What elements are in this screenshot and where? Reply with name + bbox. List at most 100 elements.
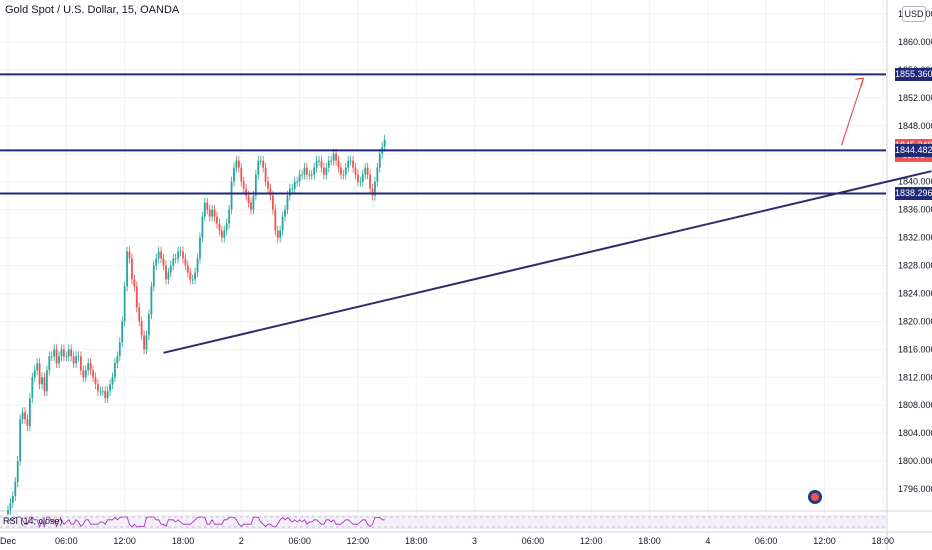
candle-body <box>383 139 386 147</box>
candle-body <box>225 223 228 231</box>
candle-body <box>77 356 80 358</box>
candle-body <box>366 167 369 175</box>
candle-body <box>245 188 248 196</box>
candle-body <box>274 209 277 231</box>
candle-body <box>223 230 226 238</box>
candle-body <box>145 335 148 350</box>
time-tick-label: 18:00 <box>638 536 661 546</box>
price-axis-label: 1855.360 <box>895 67 932 81</box>
candle-body <box>208 209 211 217</box>
candle-body <box>58 356 60 364</box>
candle-body <box>48 356 51 371</box>
candle-body <box>67 349 70 357</box>
candle-body <box>298 174 301 182</box>
candle-body <box>97 384 99 392</box>
candle-body <box>216 216 218 224</box>
candle-body <box>174 258 177 260</box>
candle-body <box>123 286 126 322</box>
candle-body <box>104 391 107 399</box>
candle-body <box>169 265 172 273</box>
price-axis-label: 1844.482 <box>895 143 932 157</box>
tradingview-logo-icon <box>808 490 822 504</box>
candle-body <box>92 370 94 378</box>
candle-body <box>118 342 121 357</box>
candle-body <box>128 251 131 259</box>
candle-body <box>160 251 162 259</box>
candle-body <box>337 160 340 168</box>
candle-body <box>262 160 265 168</box>
candle-body <box>126 251 128 287</box>
price-tick-label: 1804.000 <box>898 428 932 438</box>
price-tick-label: 1800.000 <box>898 456 932 466</box>
candle-body <box>82 370 85 378</box>
candle-body <box>233 167 235 182</box>
candle-body <box>310 174 313 176</box>
time-tick-label: 06:00 <box>288 536 311 546</box>
candle-body <box>87 363 90 371</box>
price-tick-label: 1848.000 <box>898 121 932 131</box>
price-tick-label: 1796.000 <box>898 484 932 494</box>
candle-body <box>50 356 53 358</box>
trendline <box>163 170 932 354</box>
candle-body <box>26 419 29 427</box>
candle-body <box>65 356 68 358</box>
candle-body <box>89 363 92 371</box>
candle-body <box>288 188 291 196</box>
candle-body <box>250 202 252 210</box>
candle-body <box>323 167 325 175</box>
candle-body <box>43 377 46 392</box>
candle-body <box>55 349 58 364</box>
candle-body <box>247 195 250 203</box>
time-tick-label: 12:00 <box>113 536 136 546</box>
candle-body <box>191 279 194 281</box>
candle-body <box>184 258 187 266</box>
candle-body <box>111 377 114 385</box>
candle-body <box>45 370 48 392</box>
candle-body <box>189 272 192 280</box>
candle-body <box>165 265 167 280</box>
candle-body <box>264 167 267 182</box>
candle-body <box>325 167 328 175</box>
candle-body <box>7 510 9 515</box>
candle-body <box>133 279 136 287</box>
symbol-title: Gold Spot / U.S. Dollar, 15, OANDA <box>5 4 180 16</box>
candle-body <box>318 160 320 162</box>
candle-body <box>374 181 376 196</box>
candle-body <box>9 503 12 510</box>
candle-body <box>357 174 359 182</box>
candle-body <box>38 363 41 385</box>
candle-body <box>361 174 364 182</box>
candle-body <box>109 384 111 392</box>
candle-body <box>376 167 379 182</box>
candle-body <box>150 286 153 315</box>
candle-body <box>342 174 345 176</box>
candle-body <box>172 258 175 266</box>
candle-body <box>347 160 350 168</box>
candle-body <box>152 265 155 287</box>
candle-body <box>182 251 184 259</box>
projection-arrowhead <box>855 77 865 87</box>
candle-body <box>14 482 17 497</box>
candle-body <box>16 461 19 483</box>
candle-body <box>240 167 243 182</box>
candle-body <box>19 419 22 462</box>
candle-body <box>218 223 221 231</box>
candle-body <box>313 167 316 175</box>
price-tick-label: 1824.000 <box>898 288 932 298</box>
candle-body <box>369 174 371 189</box>
candle-body <box>101 391 104 393</box>
price-tick-label: 1860.000 <box>898 37 932 47</box>
candle-body <box>352 160 354 168</box>
candle-body <box>291 188 294 190</box>
candle-body <box>371 188 374 196</box>
candle-body <box>114 363 116 378</box>
time-tick-label: 06:00 <box>55 536 78 546</box>
candle-body <box>201 216 204 238</box>
candle-body <box>62 349 65 357</box>
candle-body <box>196 258 199 273</box>
currency-badge[interactable]: USD <box>902 6 926 22</box>
candle-body <box>378 153 381 168</box>
rsi-indicator-label[interactable]: RSI (14, close) <box>3 516 63 526</box>
